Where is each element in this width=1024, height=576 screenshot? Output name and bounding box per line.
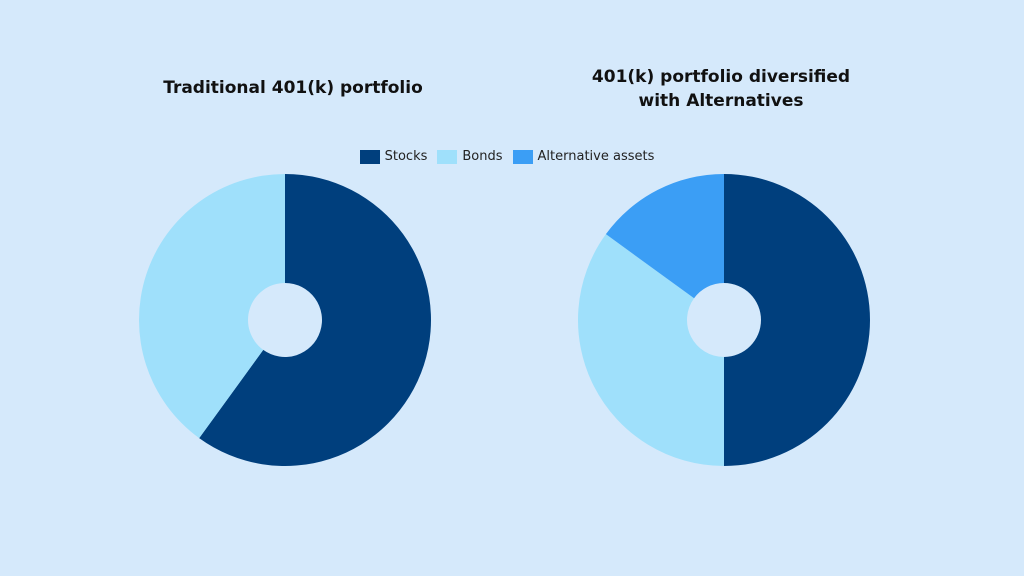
legend: Stocks Bonds Alternative assets [0,149,1014,164]
legend-item: Alternative assets [512,149,655,164]
legend-label: Bonds [462,149,503,164]
slice [139,174,285,439]
legend-label: Stocks [384,149,428,164]
legend-item: Stocks [359,149,428,164]
slice [724,174,870,466]
legend-swatch [359,149,380,164]
slice [578,234,724,466]
legend-swatch [512,149,533,164]
legend-label: Alternative assets [537,149,655,164]
chart-title: 401(k) portfolio diversified with Altern… [591,67,851,111]
slice [199,174,432,467]
chart-title: Traditional 401(k) portfolio [163,78,423,98]
slice [605,174,724,299]
legend-swatch [437,149,458,164]
legend-item: Bonds [437,149,503,164]
